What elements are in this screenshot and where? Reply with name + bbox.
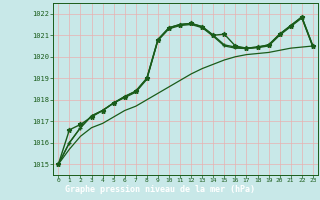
Text: Graphe pression niveau de la mer (hPa): Graphe pression niveau de la mer (hPa) xyxy=(65,185,255,194)
